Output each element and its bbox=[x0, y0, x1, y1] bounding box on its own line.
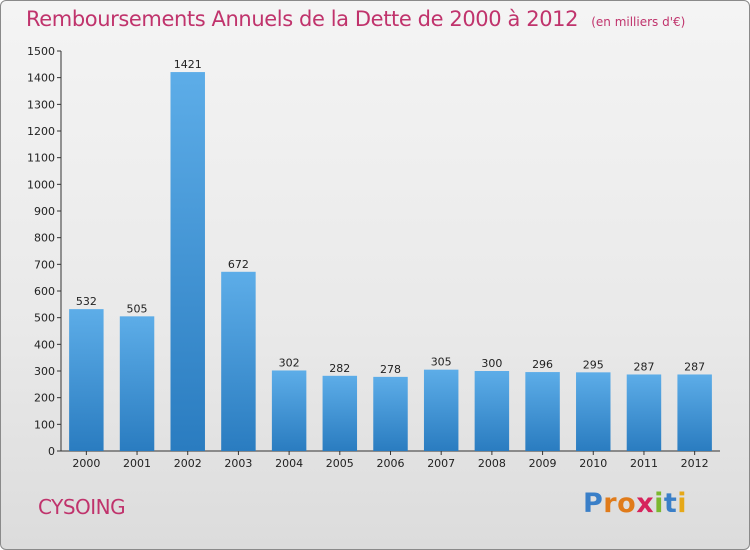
bar-value-label: 300 bbox=[481, 357, 502, 370]
axes: 0 100 200 300 400 500 600 700 800 900 1000 1100 1200… bbox=[27, 45, 720, 470]
bar-value-label: 287 bbox=[684, 360, 705, 373]
chart-unit: (en milliers d'€) bbox=[591, 15, 686, 29]
bar-2002 bbox=[170, 72, 205, 452]
logo-letter: x bbox=[636, 488, 655, 519]
bar-value-label: 302 bbox=[279, 356, 300, 369]
y-tick-label: 0 bbox=[48, 445, 55, 458]
y-tick-label: 1000 bbox=[27, 178, 55, 191]
x-tick-label: 2008 bbox=[478, 457, 506, 470]
x-tick-label: 2004 bbox=[275, 457, 303, 470]
bar-2003 bbox=[221, 271, 256, 451]
bar-value-label: 278 bbox=[380, 363, 401, 376]
x-tick-label: 2009 bbox=[529, 457, 557, 470]
bar-2010 bbox=[576, 372, 611, 451]
x-tick-label: 2006 bbox=[377, 457, 405, 470]
x-tick-label: 2011 bbox=[630, 457, 658, 470]
bar-2009 bbox=[525, 372, 560, 451]
x-tick-label: 2001 bbox=[123, 457, 151, 470]
bar-value-label: 532 bbox=[76, 295, 97, 308]
bar-2008 bbox=[474, 371, 510, 451]
bar-value-label: 287 bbox=[633, 360, 654, 373]
x-tick-label: 2007 bbox=[427, 457, 455, 470]
bar-value-label: 672 bbox=[228, 258, 249, 271]
logo-letter: o bbox=[617, 488, 637, 519]
bar-2011 bbox=[626, 374, 662, 451]
y-tick-label: 1200 bbox=[27, 125, 55, 138]
y-tick-label: 1100 bbox=[27, 152, 55, 165]
bar-2012 bbox=[677, 374, 712, 451]
chart-title: Remboursements Annuels de la Dette de 20… bbox=[26, 7, 579, 31]
y-tick-label: 200 bbox=[34, 392, 55, 405]
bar-value-label: 282 bbox=[329, 362, 350, 375]
chart-title-row: Remboursements Annuels de la Dette de 20… bbox=[26, 7, 685, 31]
bar-2001 bbox=[119, 316, 155, 451]
y-tick-label: 1400 bbox=[27, 72, 55, 85]
y-tick-label: 300 bbox=[34, 365, 55, 378]
y-tick-label: 600 bbox=[34, 285, 55, 298]
x-tick-label: 2005 bbox=[326, 457, 354, 470]
bar-2007 bbox=[423, 369, 459, 451]
y-tick-label: 400 bbox=[34, 338, 55, 351]
bars-group bbox=[69, 72, 712, 452]
x-tick-label: 2010 bbox=[579, 457, 607, 470]
bar-value-label: 305 bbox=[431, 356, 452, 369]
place-name: CYSOING bbox=[38, 495, 126, 519]
y-tick-label: 1300 bbox=[27, 98, 55, 111]
x-tick-label: 2000 bbox=[72, 457, 100, 470]
y-tick-label: 1500 bbox=[27, 45, 55, 58]
y-tick-label: 900 bbox=[34, 205, 55, 218]
x-tick-label: 2002 bbox=[174, 457, 202, 470]
bar-value-label: 1421 bbox=[174, 58, 202, 71]
logo-letter: P bbox=[583, 488, 604, 519]
logo-letter: i bbox=[654, 488, 664, 519]
bar-2006 bbox=[373, 376, 408, 451]
bar-value-label: 295 bbox=[583, 358, 604, 371]
bar-value-label: 505 bbox=[127, 302, 148, 315]
bar-2004 bbox=[271, 370, 307, 451]
bar-2000 bbox=[69, 309, 104, 451]
bar-2005 bbox=[322, 375, 358, 451]
y-tick-label: 100 bbox=[34, 418, 55, 431]
logo-letter: t bbox=[663, 488, 678, 519]
y-tick-label: 700 bbox=[34, 258, 55, 271]
y-tick-label: 800 bbox=[34, 232, 55, 245]
x-tick-label: 2012 bbox=[681, 457, 709, 470]
x-tick-label: 2003 bbox=[224, 457, 252, 470]
labels-group: 532 505 1421 672 302 282 278 305 300 296 295 287 287 bbox=[76, 58, 705, 376]
y-tick-label: 500 bbox=[34, 312, 55, 325]
logo-letter: i bbox=[677, 488, 688, 519]
proxiti-logo: Proxiti bbox=[583, 488, 687, 519]
logo-letter: r bbox=[603, 488, 618, 519]
bar-value-label: 296 bbox=[532, 358, 553, 371]
